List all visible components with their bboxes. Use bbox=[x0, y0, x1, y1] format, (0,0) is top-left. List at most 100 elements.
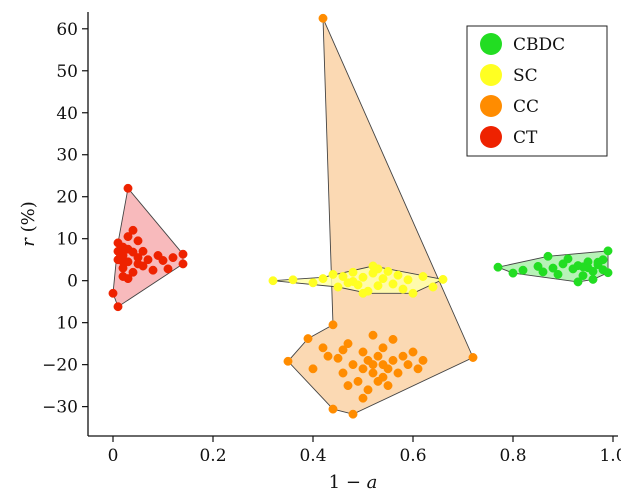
series-cc bbox=[283, 13, 478, 419]
data-point-ct bbox=[138, 246, 148, 256]
data-point-cc bbox=[368, 360, 378, 370]
data-point-cbdc bbox=[563, 254, 573, 264]
data-point-cc bbox=[378, 343, 388, 353]
data-point-sc bbox=[308, 278, 318, 288]
data-point-sc bbox=[418, 272, 428, 281]
data-point-cc bbox=[363, 385, 373, 395]
legend-label-cc: CC bbox=[513, 97, 539, 117]
legend: CBDC SC CC CT bbox=[466, 25, 608, 157]
data-point-cc bbox=[358, 347, 368, 357]
legend-label-cbdc: CBDC bbox=[513, 35, 565, 55]
y-axis-title-suffix: (%) bbox=[18, 201, 39, 238]
x-tick-label: 0.4 bbox=[299, 446, 326, 466]
data-point-cc bbox=[388, 334, 398, 344]
data-point-ct bbox=[123, 183, 133, 193]
data-point-sc bbox=[318, 274, 328, 284]
legend-marker-ct bbox=[480, 126, 502, 148]
y-tick-label: 0 bbox=[67, 272, 78, 292]
y-ticks: 60 50 40 30 20 10 0 10 −20 −30 bbox=[42, 20, 88, 418]
data-point-cbdc bbox=[548, 263, 558, 273]
data-point-cbdc bbox=[538, 267, 548, 277]
data-point-sc bbox=[358, 288, 368, 298]
data-point-sc bbox=[288, 275, 298, 285]
data-point-ct bbox=[163, 264, 173, 274]
data-point-cc bbox=[323, 351, 333, 361]
data-point-cc bbox=[308, 364, 318, 374]
data-point-sc bbox=[373, 281, 383, 291]
data-point-sc bbox=[338, 272, 348, 281]
y-tick-label: 10 bbox=[56, 314, 78, 334]
data-point-sc bbox=[373, 264, 383, 274]
y-tick-label: −30 bbox=[42, 398, 78, 418]
data-point-sc bbox=[328, 269, 338, 279]
x-axis-title: 1 − a bbox=[329, 472, 378, 493]
legend-marker-cc bbox=[480, 95, 502, 117]
data-point-cbdc bbox=[508, 268, 518, 278]
data-point-cc bbox=[328, 404, 338, 414]
legend-marker-cbdc bbox=[480, 33, 502, 55]
x-axis-title-var: a bbox=[367, 472, 378, 493]
y-axis-title-var: r bbox=[18, 237, 39, 247]
data-point-sc bbox=[348, 267, 358, 277]
data-point-sc bbox=[438, 274, 448, 284]
data-point-sc bbox=[428, 282, 438, 292]
y-tick-label: 60 bbox=[56, 20, 78, 40]
data-point-cc bbox=[318, 343, 328, 353]
data-point-ct bbox=[158, 256, 168, 265]
data-point-cc bbox=[378, 372, 388, 382]
data-point-ct bbox=[143, 255, 153, 265]
data-point-cbdc bbox=[593, 257, 603, 267]
data-point-sc bbox=[388, 279, 398, 289]
data-point-ct bbox=[123, 232, 133, 242]
data-point-cbdc bbox=[578, 271, 588, 281]
x-tick-label: 0.6 bbox=[399, 446, 426, 466]
data-point-cc bbox=[333, 353, 343, 363]
y-tick-label: −20 bbox=[42, 356, 78, 376]
data-point-cc bbox=[328, 320, 338, 330]
series-cbdc bbox=[493, 246, 613, 287]
data-point-sc bbox=[403, 275, 413, 285]
data-point-sc bbox=[408, 288, 418, 298]
hull-cc bbox=[287, 18, 474, 415]
data-point-cbdc bbox=[553, 269, 563, 279]
data-point-cc bbox=[413, 364, 423, 374]
data-point-sc bbox=[378, 274, 388, 284]
x-tick-label: 0 bbox=[108, 446, 119, 466]
data-point-cc bbox=[283, 356, 293, 366]
data-point-cc bbox=[353, 376, 363, 386]
data-point-cc bbox=[303, 334, 313, 344]
x-axis-title-prefix: 1 − bbox=[329, 472, 367, 493]
data-point-cc bbox=[348, 409, 358, 419]
data-point-cbdc bbox=[598, 265, 608, 275]
data-point-cc bbox=[358, 364, 368, 374]
y-tick-label: 20 bbox=[56, 188, 78, 208]
data-point-cbdc bbox=[543, 251, 553, 261]
data-point-ct bbox=[168, 253, 178, 263]
axes: 0 0.2 0.4 0.6 0.8 1.0 60 50 40 30 20 10 0 10 −20 −30 bbox=[42, 12, 621, 466]
data-point-cc bbox=[408, 347, 418, 357]
data-point-cbdc bbox=[573, 277, 583, 287]
data-point-cc bbox=[403, 360, 413, 370]
data-point-cc bbox=[338, 345, 348, 355]
y-tick-label: 50 bbox=[56, 62, 78, 82]
data-point-ct bbox=[123, 274, 133, 284]
data-point-cc bbox=[388, 355, 398, 365]
data-point-cc bbox=[393, 368, 403, 378]
data-point-cc bbox=[373, 351, 383, 361]
data-point-ct bbox=[113, 302, 123, 312]
series-ct bbox=[108, 183, 188, 312]
data-point-ct bbox=[128, 225, 138, 235]
data-point-cc bbox=[343, 381, 353, 391]
data-point-ct bbox=[133, 259, 143, 269]
x-tick-label: 0.2 bbox=[199, 446, 226, 466]
data-point-cbdc bbox=[578, 262, 588, 272]
x-ticks: 0 0.2 0.4 0.6 0.8 1.0 bbox=[108, 436, 621, 466]
data-point-ct bbox=[108, 288, 118, 298]
data-point-ct bbox=[178, 259, 188, 269]
data-point-ct bbox=[118, 257, 128, 267]
y-tick-label: 10 bbox=[56, 230, 78, 250]
data-point-cc bbox=[358, 393, 368, 403]
data-point-cc bbox=[318, 13, 328, 23]
data-point-ct bbox=[128, 267, 138, 277]
